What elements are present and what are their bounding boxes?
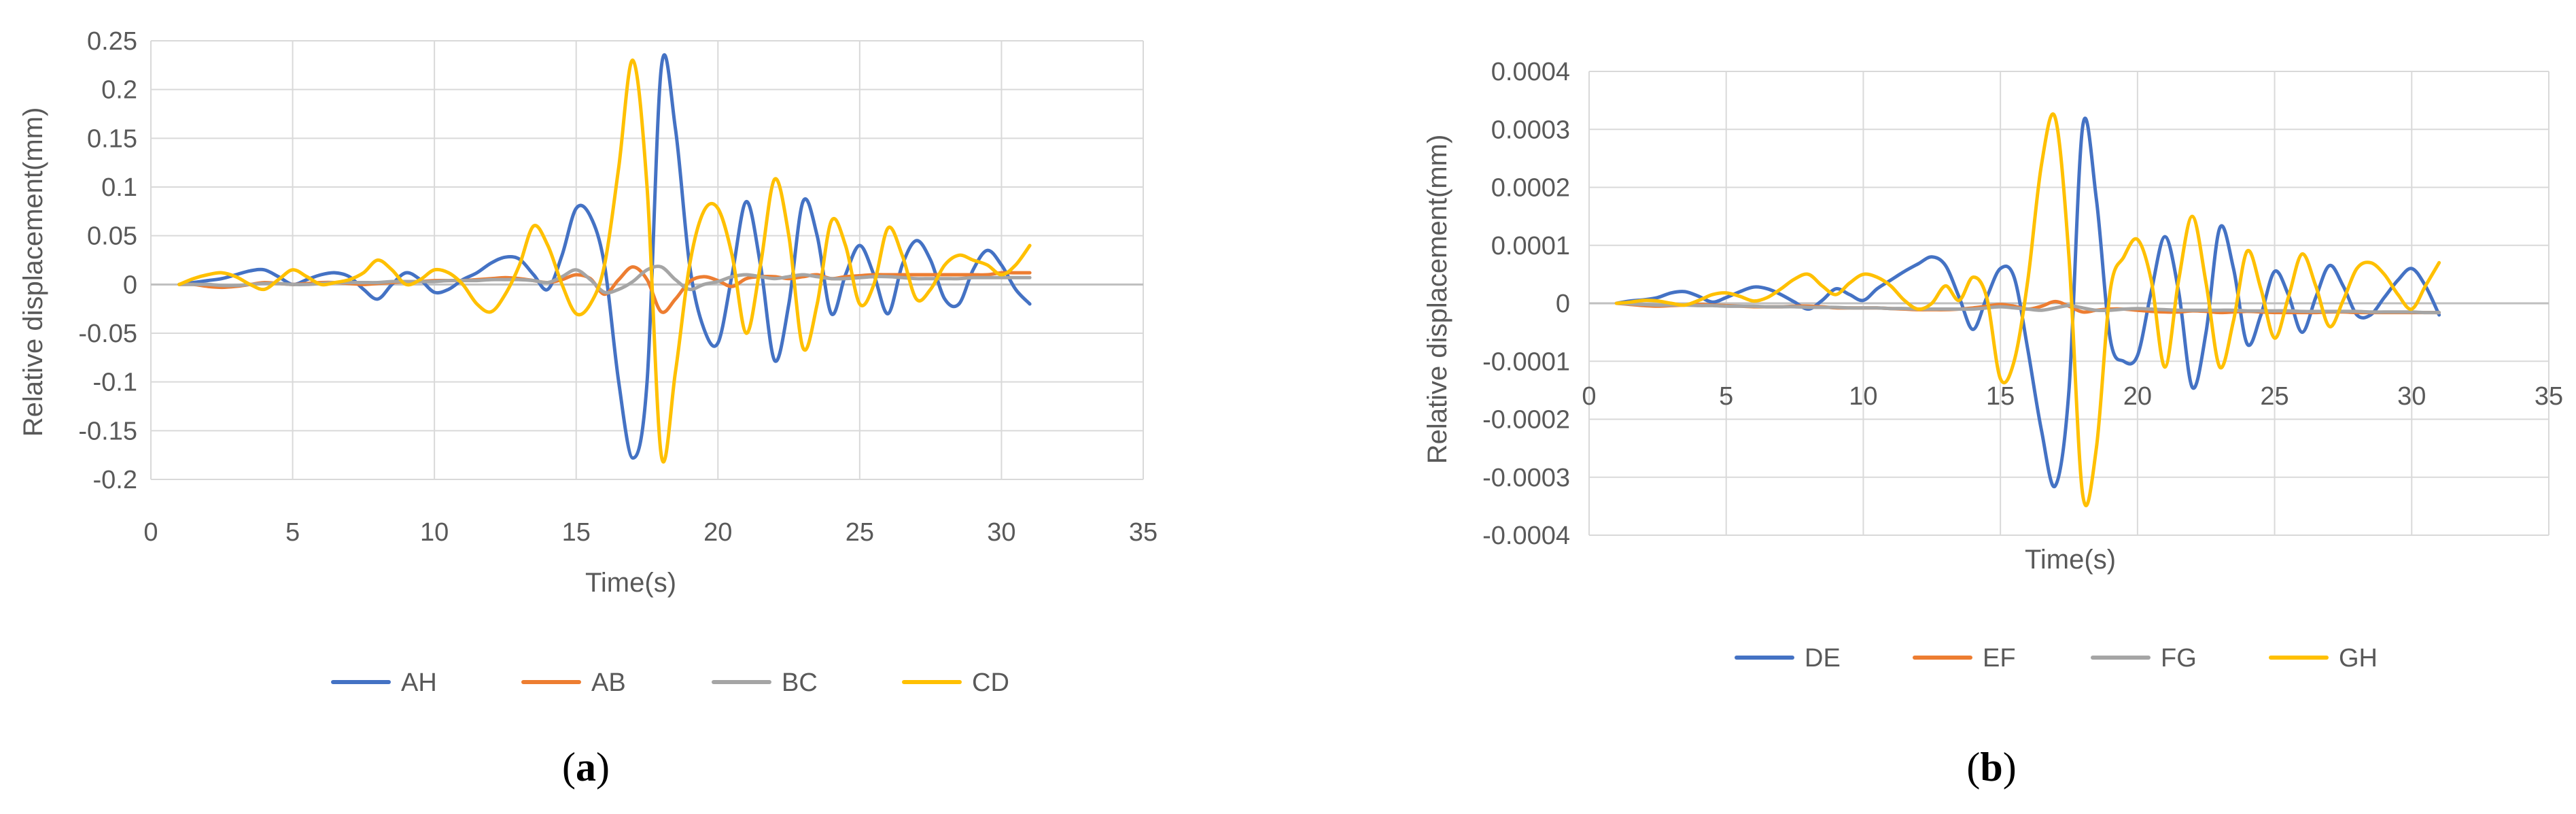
legend-label-gh: GH xyxy=(2339,644,2378,673)
series-line-fg xyxy=(1614,301,2441,315)
chart-a-x-tick-labels: 0 5 10 15 20 25 30 35 xyxy=(143,518,1158,547)
y-tick-label: 0.0003 xyxy=(1491,116,1570,144)
x-tick-label: 30 xyxy=(987,518,1015,547)
chart-a-y-axis-title: Relative displacement(mm) xyxy=(18,107,48,437)
y-tick-label: 0.0004 xyxy=(1491,58,1570,86)
y-tick-label: 0.0002 xyxy=(1491,174,1570,203)
y-tick-label: 0.0001 xyxy=(1491,232,1570,260)
legend-label-de: DE xyxy=(1805,644,1841,673)
x-tick-label: 10 xyxy=(1849,382,1877,411)
chart-b-series xyxy=(1614,112,2441,507)
y-tick-label: -0.2 xyxy=(93,466,137,494)
y-tick-label: 0 xyxy=(1556,290,1570,318)
y-tick-label: -0.0002 xyxy=(1482,406,1570,435)
legend-label-ab: AB xyxy=(591,668,626,697)
chart-b-x-tick-labels: 0 5 10 15 20 25 30 35 xyxy=(1582,382,2563,411)
y-tick-label: 0.1 xyxy=(101,173,137,202)
chart-b-legend: DE EF FG GH xyxy=(1735,644,2378,673)
x-tick-label: 5 xyxy=(1719,382,1733,411)
x-tick-label: 20 xyxy=(703,518,732,547)
x-tick-label: 25 xyxy=(2260,382,2288,411)
chart-a: -0.2 -0.15 -0.1 -0.05 0 0.05 0.1 0.15 0.2 0.25 0 5… xyxy=(18,27,1158,790)
legend-label-ef: EF xyxy=(1983,644,2016,673)
y-tick-label: -0.0004 xyxy=(1482,522,1570,550)
legend-label-bc: BC xyxy=(782,668,818,697)
x-tick-label: 25 xyxy=(846,518,874,547)
chart-b-panel-letter: b xyxy=(1980,745,2002,790)
x-tick-label: 30 xyxy=(2397,382,2426,411)
x-tick-label: 5 xyxy=(285,518,300,547)
y-tick-label: 0.2 xyxy=(101,76,137,105)
x-tick-label: 35 xyxy=(1129,518,1158,547)
chart-b-x-axis-title: Time(s) xyxy=(2025,545,2116,575)
x-tick-label: 0 xyxy=(143,518,158,547)
chart-a-panel-label: (a) xyxy=(562,745,610,790)
y-tick-label: -0.1 xyxy=(93,369,137,397)
x-tick-label: 20 xyxy=(2123,382,2152,411)
y-tick-label: -0.05 xyxy=(78,320,137,348)
chart-a-x-axis-title: Time(s) xyxy=(585,568,676,598)
series-line-gh xyxy=(1614,112,2441,507)
x-tick-label: 35 xyxy=(2535,382,2563,411)
x-tick-label: 15 xyxy=(562,518,591,547)
chart-b-y-axis-title: Relative displacement(mm) xyxy=(1423,135,1452,464)
y-tick-label: 0.05 xyxy=(87,222,137,251)
legend-label-cd: CD xyxy=(972,668,1009,697)
chart-a-y-tick-labels: -0.2 -0.15 -0.1 -0.05 0 0.05 0.1 0.15 0.2 0.25 xyxy=(78,27,137,494)
chart-a-series xyxy=(177,53,1032,464)
chart-a-gridlines xyxy=(150,40,1144,480)
y-tick-label: -0.15 xyxy=(78,417,137,445)
chart-b: -0.0004 -0.0003 -0.0002 -0.0001 0 0.0001 0.000… xyxy=(1423,58,2563,790)
y-tick-label: 0.15 xyxy=(87,124,137,153)
x-tick-label: 15 xyxy=(1986,382,2015,411)
chart-b-y-tick-labels: -0.0004 -0.0003 -0.0002 -0.0001 0 0.0001 0.000… xyxy=(1482,58,1570,550)
y-tick-label: -0.0001 xyxy=(1482,347,1570,376)
y-tick-label: -0.0003 xyxy=(1482,464,1570,492)
x-tick-label: 10 xyxy=(420,518,449,547)
legend-label-ah: AH xyxy=(401,668,437,697)
chart-a-legend: AH AB BC CD xyxy=(331,668,1009,697)
chart-b-panel-label: (b) xyxy=(1966,745,2016,790)
y-tick-label: 0.25 xyxy=(87,27,137,56)
x-tick-label: 0 xyxy=(1582,382,1596,411)
chart-a-panel-letter: a xyxy=(576,745,596,790)
series-line-cd xyxy=(177,58,1032,464)
y-tick-label: 0 xyxy=(123,271,137,299)
legend-label-fg: FG xyxy=(2161,644,2197,673)
